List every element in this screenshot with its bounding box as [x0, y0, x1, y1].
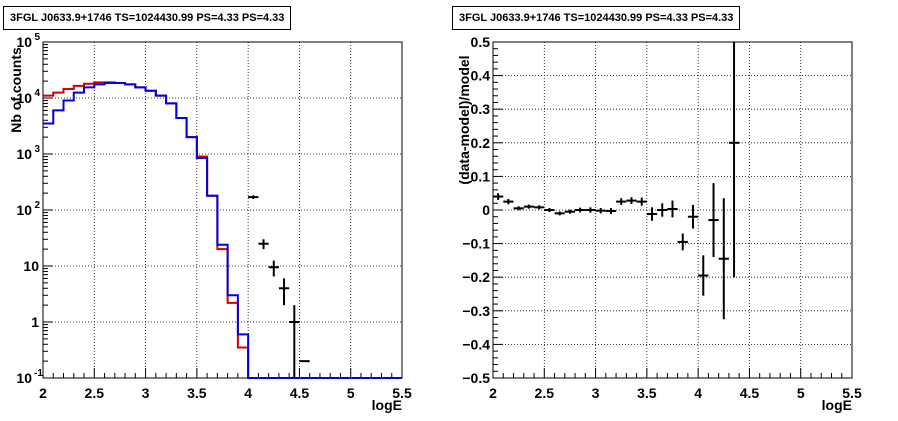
y-tick-label: 0	[482, 202, 490, 218]
x-tick-label: 5.5	[392, 385, 412, 401]
y-tick-label-exponent: 3	[34, 144, 40, 155]
model-histogram-blue	[43, 82, 402, 379]
y-tick-label-exponent: 2	[34, 200, 40, 211]
y-tick-label-exponent: 5	[34, 32, 40, 43]
right-chart-title: 3FGL J0633.9+1746 TS=1024430.99 PS=4.33 …	[452, 6, 741, 30]
x-axis-label: logE	[372, 397, 402, 413]
y-tick-label: 10	[16, 90, 32, 106]
y-tick-label: 0.4	[471, 68, 491, 84]
y-tick-label: 0.5	[471, 34, 491, 50]
y-tick-label: −0.5	[462, 370, 490, 386]
x-tick-label: 4.5	[740, 385, 760, 401]
x-tick-label: 4	[244, 385, 252, 401]
y-tick-label: 10	[23, 258, 39, 274]
x-tick-label: 2	[39, 385, 47, 401]
x-tick-label: 3.5	[187, 385, 207, 401]
model-histogram-red	[43, 81, 402, 379]
x-axis-label: logE	[822, 397, 852, 413]
y-tick-label: −0.2	[462, 269, 490, 285]
x-tick-label: 4.5	[290, 385, 310, 401]
x-tick-label: 2.5	[85, 385, 105, 401]
y-axis-label: (data-model)/model	[456, 55, 472, 184]
x-tick-label: 3	[142, 385, 150, 401]
y-tick-label: −0.3	[462, 303, 490, 319]
y-tick-label-exponent: 4	[34, 88, 40, 99]
x-tick-label: 2	[489, 385, 497, 401]
x-tick-label: 5	[797, 385, 805, 401]
x-tick-label: 3.5	[637, 385, 657, 401]
y-tick-label-exponent: -1	[34, 368, 43, 379]
y-tick-label: 0.2	[471, 135, 491, 151]
plot-frame	[42, 41, 403, 379]
x-tick-label: 3	[592, 385, 600, 401]
y-tick-label: 0.1	[471, 168, 491, 184]
y-tick-label: 10	[16, 202, 32, 218]
x-tick-label: 5	[347, 385, 355, 401]
x-tick-label: 2.5	[535, 385, 555, 401]
y-tick-label: −0.1	[462, 236, 490, 252]
y-tick-label: 10	[16, 146, 32, 162]
x-tick-label: 5.5	[842, 385, 862, 401]
x-tick-label: 4	[694, 385, 702, 401]
left-chart-title: 3FGL J0633.9+1746 TS=1024430.99 PS=4.33 …	[3, 6, 292, 30]
y-tick-label: 0.3	[471, 101, 491, 117]
y-tick-label: 10	[16, 370, 32, 386]
y-tick-label: 1	[31, 314, 39, 330]
y-tick-label: −0.4	[462, 336, 490, 352]
y-tick-label: 10	[16, 34, 32, 50]
y-axis-label: Nb of counts	[8, 47, 24, 133]
